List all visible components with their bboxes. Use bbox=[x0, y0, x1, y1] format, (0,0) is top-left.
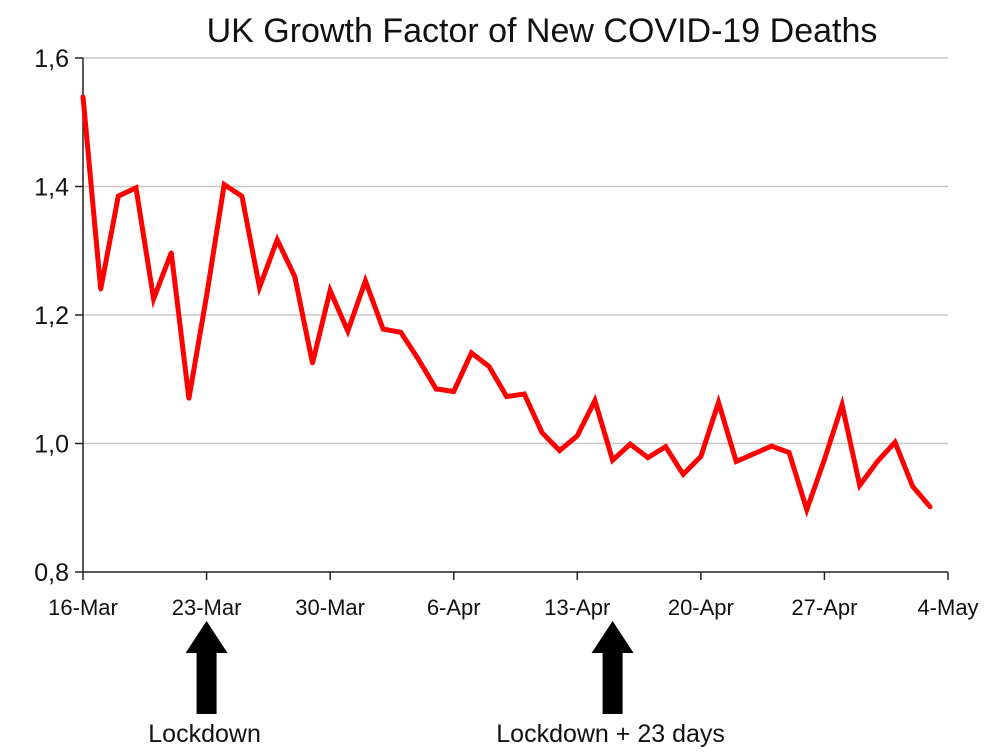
data-point bbox=[557, 448, 562, 453]
x-tick-label: 23-Mar bbox=[172, 595, 242, 620]
series-layer bbox=[80, 94, 933, 518]
x-tick-label: 13-Apr bbox=[544, 595, 610, 620]
data-point bbox=[734, 459, 739, 464]
data-point bbox=[310, 361, 315, 366]
data-point bbox=[822, 457, 827, 462]
data-point bbox=[239, 193, 245, 199]
data-point bbox=[186, 396, 192, 401]
y-tick-label: 1,4 bbox=[34, 174, 69, 202]
data-point bbox=[628, 441, 633, 447]
data-point bbox=[204, 293, 209, 298]
data-point bbox=[857, 483, 862, 488]
x-tick-label: 30-Mar bbox=[295, 595, 365, 620]
data-point bbox=[910, 484, 915, 489]
x-tick-label: 16-Mar bbox=[48, 595, 118, 620]
data-point bbox=[151, 296, 156, 302]
data-point bbox=[380, 326, 386, 332]
data-point bbox=[522, 391, 527, 397]
y-tick-labels: 0,8 1,0 1,2 1,4 1,6 bbox=[34, 45, 69, 587]
data-point bbox=[610, 458, 615, 463]
data-point bbox=[716, 400, 721, 405]
data-point bbox=[592, 398, 598, 403]
data-point bbox=[539, 430, 545, 435]
data-point bbox=[575, 433, 580, 438]
x-tick-label: 4-May bbox=[917, 595, 978, 620]
x-tick-label: 27-Apr bbox=[791, 595, 857, 620]
data-point bbox=[169, 250, 174, 255]
data-point bbox=[257, 285, 262, 290]
data-point bbox=[363, 278, 368, 284]
data-point bbox=[133, 185, 139, 190]
annotations: Lockdown Lockdown + 23 days bbox=[148, 621, 725, 748]
data-point bbox=[928, 504, 933, 510]
data-point bbox=[892, 440, 898, 445]
y-tick-label: 0,8 bbox=[34, 559, 69, 587]
y-tick-label: 1,6 bbox=[34, 45, 69, 73]
x-tick-label: 20-Apr bbox=[668, 595, 734, 620]
annotation-label: Lockdown bbox=[148, 720, 261, 748]
data-point bbox=[451, 389, 456, 394]
data-point bbox=[98, 287, 103, 292]
data-point bbox=[663, 444, 668, 449]
data-point bbox=[804, 507, 809, 512]
data-point bbox=[398, 330, 403, 335]
data-point bbox=[504, 394, 509, 399]
data-point bbox=[786, 450, 792, 455]
data-point bbox=[469, 350, 474, 356]
data-point bbox=[839, 402, 845, 408]
x-tick-labels: 16-Mar 23-Mar 30-Mar 6-Apr 13-Apr 20-Apr 27-Ap… bbox=[48, 595, 978, 620]
data-point bbox=[345, 328, 350, 334]
y-tick-label: 1,2 bbox=[34, 302, 69, 330]
data-point bbox=[222, 182, 227, 187]
x-tick-label: 6-Apr bbox=[427, 595, 481, 620]
series-line bbox=[80, 96, 933, 518]
data-point bbox=[751, 451, 756, 456]
arrow-up-icon bbox=[185, 621, 228, 714]
data-point bbox=[486, 364, 492, 369]
data-point bbox=[80, 94, 86, 99]
data-point bbox=[698, 454, 704, 459]
data-point bbox=[275, 237, 280, 242]
data-point bbox=[681, 472, 686, 477]
annotation-label: Lockdown + 23 days bbox=[496, 720, 725, 748]
data-point bbox=[769, 443, 774, 449]
arrow-up-icon bbox=[591, 621, 634, 714]
data-point bbox=[327, 288, 333, 293]
y-tick-label: 1,0 bbox=[34, 431, 69, 459]
axes bbox=[75, 57, 949, 580]
data-point bbox=[292, 274, 297, 279]
data-point bbox=[875, 459, 880, 464]
data-point bbox=[433, 386, 439, 392]
data-point bbox=[116, 193, 121, 199]
data-point bbox=[645, 455, 651, 460]
chart-title: UK Growth Factor of New COVID-19 Deaths bbox=[207, 12, 878, 50]
data-point bbox=[416, 357, 421, 362]
